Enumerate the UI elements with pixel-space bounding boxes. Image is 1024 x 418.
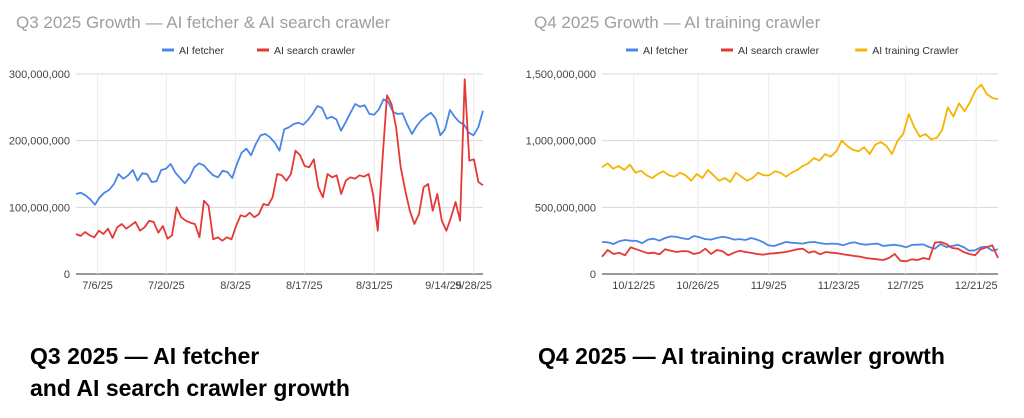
x-tick-label: 8/17/25 <box>286 280 323 292</box>
y-tick-label: 1,500,000,000 <box>526 69 596 81</box>
y-tick-label: 0 <box>590 269 596 281</box>
y-tick-label: 0 <box>64 269 70 281</box>
x-tick-label: 11/23/25 <box>818 280 860 292</box>
q4-chart-panel: Q4 2025 Growth — AI training crawler 0 50… <box>524 0 1024 300</box>
q3-chart-panel: Q3 2025 Growth — AI fetcher & AI search … <box>0 0 500 300</box>
x-tick-label: 12/21/25 <box>955 280 998 292</box>
legend-label: AI search crawler <box>738 45 820 57</box>
x-tick-label: 8/3/25 <box>220 280 251 292</box>
y-tick-label: 1,000,000,000 <box>526 136 596 148</box>
x-tick-label: 9/14/25 <box>425 280 462 292</box>
x-tick-label: 10/26/25 <box>676 280 719 292</box>
y-tick-label: 200,000,000 <box>9 136 70 148</box>
legend-label: AI fetcher <box>643 45 688 57</box>
y-tick-label: 300,000,000 <box>9 69 70 81</box>
series-line-ai-search-crawler <box>75 78 484 242</box>
legend-label: AI training Crawler <box>872 45 959 57</box>
x-tick-label: 9/28/25 <box>455 280 492 292</box>
x-tick-label: 11/9/25 <box>751 280 787 292</box>
q3-chart-title: Q3 2025 Growth — AI fetcher & AI search … <box>16 13 391 32</box>
q4-chart-title: Q4 2025 Growth — AI training crawler <box>534 13 821 32</box>
series-line-ai-fetcher <box>75 98 484 206</box>
x-tick-label: 7/6/25 <box>82 280 113 292</box>
series-line-ai-fetcher <box>601 235 999 252</box>
x-tick-label: 12/7/25 <box>887 280 924 292</box>
q3-caption: Q3 2025 — AI fetcher and AI search crawl… <box>30 340 350 404</box>
q3-caption-line1: Q3 2025 — AI fetcher <box>30 343 260 369</box>
q4-caption: Q4 2025 — AI training crawler growth <box>538 340 945 372</box>
q4-line-chart: 0 500,000,000 1,000,000,000 1,500,000,000 10… <box>526 45 999 292</box>
q3-caption-line2: and AI search crawler growth <box>30 375 350 401</box>
x-tick-label: 7/20/25 <box>148 280 185 292</box>
series-line-ai-training-crawler <box>601 83 999 183</box>
x-tick-label: 8/31/25 <box>356 280 393 292</box>
y-tick-label: 100,000,000 <box>9 202 70 214</box>
legend-label: AI fetcher <box>179 45 224 57</box>
legend-label: AI search crawler <box>274 45 356 57</box>
q3-line-chart: 0 100,000,000 200,000,000 300,000,000 7/6/25… <box>9 45 492 292</box>
x-tick-label: 10/12/25 <box>612 280 655 292</box>
series-line-ai-search-crawler <box>601 241 999 263</box>
q4-caption-text: Q4 2025 — AI training crawler growth <box>538 343 945 369</box>
y-tick-label: 500,000,000 <box>535 202 596 214</box>
